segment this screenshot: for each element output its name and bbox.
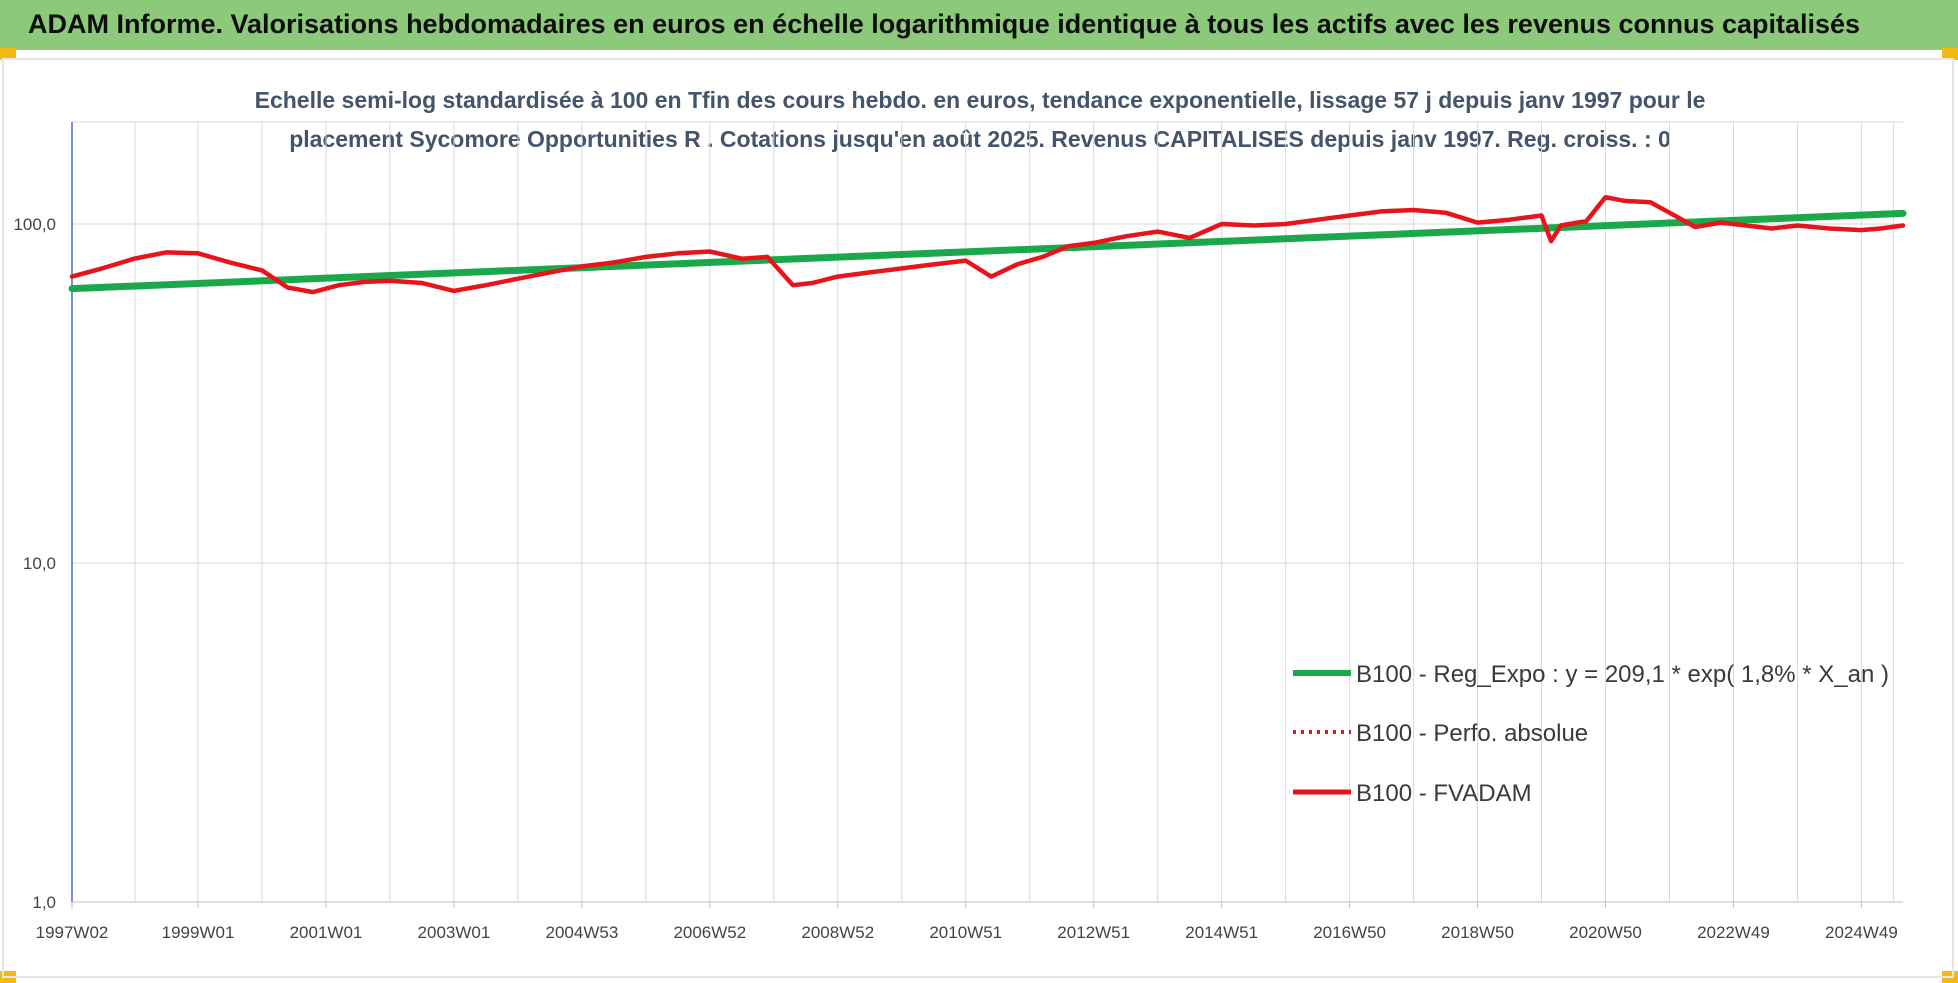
chart-series <box>68 194 1907 295</box>
header-banner: ADAM Informe. Valorisations hebdomadaire… <box>0 0 1958 50</box>
x-tick-label: 2006W52 <box>673 923 746 942</box>
x-tick-label: 2018W50 <box>1441 923 1514 942</box>
x-tick-label: 1999W01 <box>162 923 235 942</box>
x-tick-label: 2003W01 <box>418 923 491 942</box>
chart-frame <box>2 58 1954 978</box>
x-tick-label: 2016W50 <box>1313 923 1386 942</box>
chart-title-line-1: Echelle semi-log standardisée à 100 en T… <box>254 87 1706 113</box>
x-tick-label: 2012W51 <box>1057 923 1130 942</box>
chart-legend: B100 - Reg_Expo : y = 209,1 * exp( 1,8% … <box>1293 661 1889 807</box>
chart-title-line-2: placement Sycomore Opportunities R . Cot… <box>289 126 1671 152</box>
x-tick-label: 2001W01 <box>290 923 363 942</box>
x-tick-label: 2024W49 <box>1825 923 1898 942</box>
y-tick-label: 10,0 <box>23 554 56 573</box>
page-title: ADAM Informe. Valorisations hebdomadaire… <box>28 9 1861 39</box>
series-line-2 <box>69 194 1906 295</box>
legend-label-0: B100 - Reg_Expo : y = 209,1 * exp( 1,8% … <box>1356 661 1889 688</box>
x-tick-label: 2010W51 <box>929 923 1002 942</box>
corner-mark-top-right <box>1942 48 1958 60</box>
x-tick-label: 2022W49 <box>1697 923 1770 942</box>
x-tick-label: 2008W52 <box>801 923 874 942</box>
series-line-0 <box>68 209 1907 293</box>
y-tick-label: 100,0 <box>13 215 56 234</box>
y-tick-label: 1,0 <box>32 893 56 912</box>
x-tick-label: 2020W50 <box>1569 923 1642 942</box>
corner-mark-top-left <box>0 48 16 60</box>
x-tick-label: 1997W02 <box>36 923 109 942</box>
chart-axes: 1997W02 1999W01 2001W01 2003W01 2004W53 2006W… <box>13 122 1903 942</box>
x-tick-label: 2004W53 <box>546 923 619 942</box>
legend-label-1: B100 - Perfo. absolue <box>1356 720 1588 747</box>
legend-label-2: B100 - FVADAM <box>1356 780 1532 807</box>
x-tick-label: 2014W51 <box>1185 923 1258 942</box>
chart-grid <box>71 121 1903 903</box>
